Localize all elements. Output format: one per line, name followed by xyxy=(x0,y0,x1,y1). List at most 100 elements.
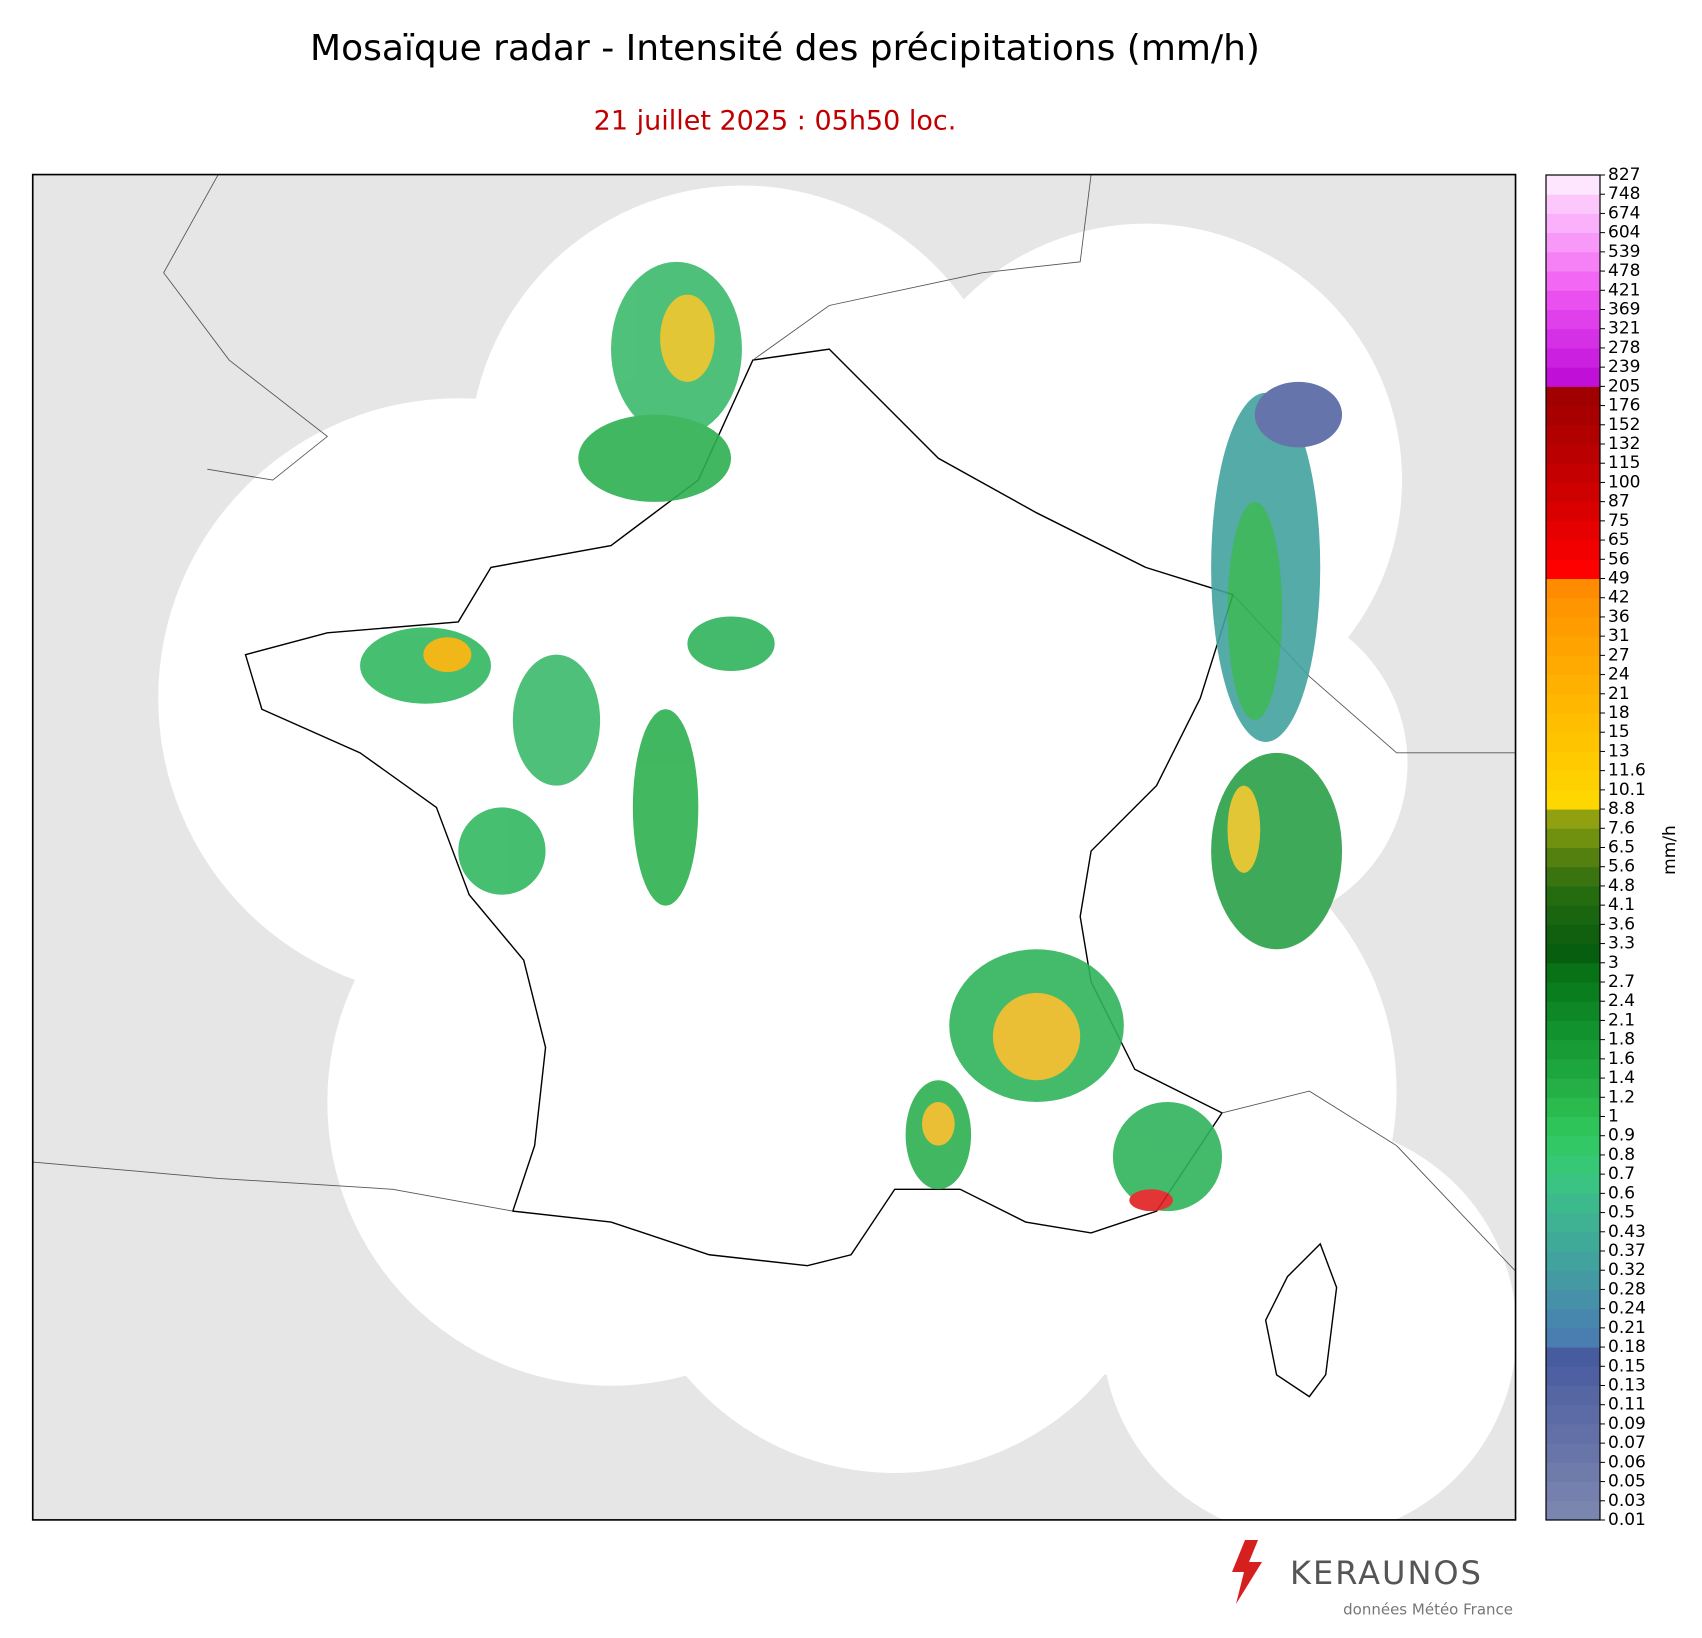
color-bin xyxy=(1546,1347,1600,1367)
color-bin xyxy=(1546,1500,1600,1521)
colorbar-tick-label: 75 xyxy=(1608,511,1630,531)
color-bin xyxy=(1546,232,1600,253)
color-bin xyxy=(1546,655,1600,676)
color-bin xyxy=(1546,1193,1600,1214)
color-bin xyxy=(1546,924,1600,945)
color-bin xyxy=(1546,905,1600,925)
color-bin xyxy=(1546,713,1600,733)
logo-bolt xyxy=(1232,1540,1262,1604)
color-bin xyxy=(1546,1289,1600,1310)
color-bin xyxy=(1546,943,1600,964)
colorbar-tick-label: 0.24 xyxy=(1608,1299,1646,1319)
colorbar-tick-label: 8.8 xyxy=(1608,799,1635,819)
colorbar-tick-label: 27 xyxy=(1608,645,1630,665)
color-bin xyxy=(1546,501,1600,522)
colorbar-tick-label: 56 xyxy=(1608,549,1630,569)
colorbar-tick-label: 2.1 xyxy=(1608,1010,1635,1030)
colorbar-tick-label: 6.5 xyxy=(1608,838,1635,858)
color-bin xyxy=(1546,520,1600,541)
colorbar-tick-label: 0.28 xyxy=(1608,1279,1646,1299)
colorbar-tick-label: 0.01 xyxy=(1608,1510,1646,1530)
colorbar-tick-label: 827 xyxy=(1608,165,1640,185)
color-bin xyxy=(1546,828,1600,848)
color-bin xyxy=(1546,1001,1600,1021)
color-bin xyxy=(1546,1135,1600,1156)
colorbar-tick-label: 4.8 xyxy=(1608,876,1635,896)
color-bin xyxy=(1546,175,1600,195)
colorbar-tick-label: 0.15 xyxy=(1608,1356,1646,1376)
color-bin xyxy=(1546,1462,1600,1483)
colorbar-tick-label: 5.6 xyxy=(1608,857,1635,877)
colorbar-tick-label: 49 xyxy=(1608,569,1630,589)
precipitation xyxy=(360,261,1343,1212)
color-bin xyxy=(1546,1385,1600,1406)
colorbar-tick-label: 0.11 xyxy=(1608,1395,1646,1415)
color-bin xyxy=(1546,1039,1600,1060)
color-bin xyxy=(1546,1366,1600,1386)
color-bin xyxy=(1546,1308,1600,1329)
colorbar-tick-label: 0.7 xyxy=(1608,1164,1635,1184)
color-bin xyxy=(1546,1154,1600,1175)
title: Mosaïque radar - Intensité des précipita… xyxy=(310,28,1260,69)
map xyxy=(31,173,1517,1521)
colorbar-tick-label: 100 xyxy=(1608,472,1640,492)
colorbar-tick-label: 369 xyxy=(1608,300,1640,320)
color-bin xyxy=(1546,444,1600,464)
colorbar-tick-label: 4.1 xyxy=(1608,895,1635,915)
color-bin xyxy=(1546,309,1600,330)
colorbar: 0.010.030.050.060.070.090.110.130.150.18… xyxy=(1545,165,1646,1530)
color-bin xyxy=(1546,1231,1600,1252)
colorbar-tick-label: 0.21 xyxy=(1608,1318,1646,1338)
colorbar-tick-label: 7.6 xyxy=(1608,818,1635,838)
color-bin xyxy=(1546,597,1600,618)
color-bin xyxy=(1546,1116,1600,1137)
colorbar-tick-label: 3 xyxy=(1608,953,1619,973)
colorbar-tick-label: 18 xyxy=(1608,703,1630,723)
color-bin xyxy=(1546,540,1600,560)
color-bin xyxy=(1546,1078,1600,1098)
colorbar-tick-label: 42 xyxy=(1608,588,1630,608)
colorbar-tick-label: 1 xyxy=(1608,1107,1619,1127)
colorbar-tick-label: 0.18 xyxy=(1608,1337,1646,1357)
colorbar-tick-label: 1.4 xyxy=(1608,1068,1635,1088)
colorbar-tick-label: 176 xyxy=(1608,396,1640,416)
colorbar-tick-label: 0.43 xyxy=(1608,1222,1646,1242)
colorbar-tick-label: 239 xyxy=(1608,357,1640,377)
color-bin xyxy=(1546,1058,1600,1079)
colorbar-tick-label: 3.3 xyxy=(1608,934,1635,954)
colorbar-tick-label: 1.2 xyxy=(1608,1087,1635,1107)
color-bin xyxy=(1546,1251,1600,1271)
colorbar-tick-label: 0.6 xyxy=(1608,1183,1635,1203)
color-bin xyxy=(1546,559,1600,579)
color-bin xyxy=(1546,1270,1600,1290)
colorbar-tick-label: 0.8 xyxy=(1608,1145,1635,1165)
color-bin xyxy=(1546,194,1600,214)
colorbar-tick-label: 2.4 xyxy=(1608,991,1635,1011)
colorbar-tick-label: 0.32 xyxy=(1608,1260,1646,1280)
color-bin xyxy=(1546,866,1600,887)
colorbar-tick-label: 152 xyxy=(1608,415,1640,435)
colorbar-tick-label: 1.8 xyxy=(1608,1030,1635,1050)
colorbar-tick-label: 24 xyxy=(1608,665,1630,685)
colorbar-tick-label: 132 xyxy=(1608,434,1640,454)
colorbar-tick-label: 0.09 xyxy=(1608,1414,1646,1434)
colorbar-tick-label: 0.37 xyxy=(1608,1241,1646,1261)
color-bin xyxy=(1546,290,1600,310)
color-bin xyxy=(1546,616,1600,637)
colorbar-tick-label: 87 xyxy=(1608,492,1630,512)
colorbar-tick-label: 478 xyxy=(1608,261,1640,281)
colorbar-tick-label: 15 xyxy=(1608,722,1630,742)
color-bin xyxy=(1546,1327,1600,1348)
colorbar-tick-label: 0.03 xyxy=(1608,1491,1646,1511)
color-bin xyxy=(1546,809,1600,829)
colorbar-tick-label: 13 xyxy=(1608,741,1630,761)
colorbar-tick-label: 604 xyxy=(1608,223,1640,243)
colorbar-tick-label: 748 xyxy=(1608,184,1640,204)
brand: KERAUNOS xyxy=(1290,1554,1483,1592)
color-bin xyxy=(1546,1443,1600,1463)
radar-coverage xyxy=(158,185,1516,1520)
colorbar-tick-label: 3.6 xyxy=(1608,914,1635,934)
credit: données Météo France xyxy=(1343,1601,1513,1619)
colorbar-tick-label: 115 xyxy=(1608,453,1640,473)
color-bin xyxy=(1546,271,1600,291)
